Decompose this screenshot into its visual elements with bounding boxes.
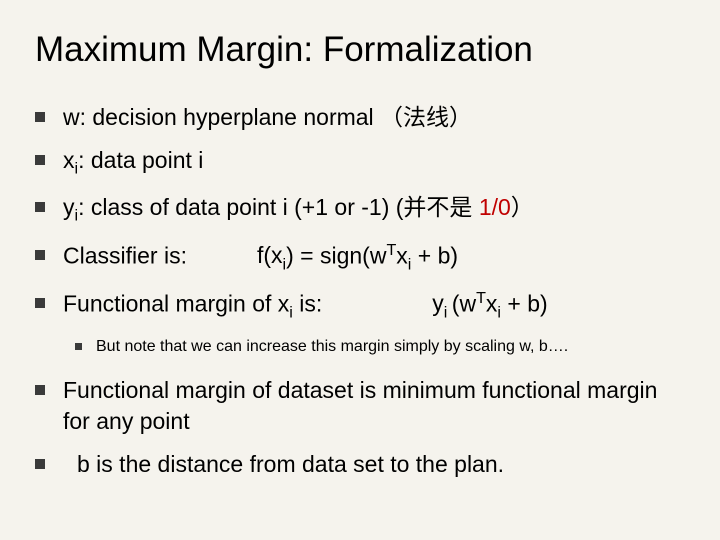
bullet-list: w: decision hyperplane normal （法线）xi: da… <box>35 102 690 480</box>
text-run: + b) <box>411 242 458 268</box>
sub-bullet-text: But note that we can increase this margi… <box>96 336 690 358</box>
bullet-item: w: decision hyperplane normal （法线） <box>35 102 690 133</box>
bullet-text: w: decision hyperplane normal （法线） <box>63 102 690 133</box>
square-bullet-icon <box>35 250 45 260</box>
text-run: T <box>386 241 396 259</box>
text-run: ） <box>511 194 534 220</box>
text-run: y <box>63 194 75 220</box>
text-run: i <box>444 303 452 321</box>
square-bullet-icon <box>35 155 45 165</box>
text-run: Classifier is: <box>63 242 187 268</box>
text-run: : data point i <box>78 147 203 173</box>
square-bullet-icon <box>35 298 45 308</box>
text-run: ) = sign(w <box>286 242 386 268</box>
bullet-item: xi: data point i <box>35 145 690 180</box>
text-run: w: decision hyperplane normal （法线） <box>63 104 472 130</box>
bullet-item: Functional margin of dataset is minimum … <box>35 375 690 437</box>
square-bullet-icon <box>75 343 82 350</box>
text-run: (w <box>452 290 476 316</box>
bullet-item: Functional margin of xi is:yi (wTxi + b) <box>35 288 690 324</box>
text-run: x <box>486 290 498 316</box>
bullet-item: yi: class of data point i (+1 or -1) (并不… <box>35 192 690 227</box>
bullet-item: Classifier is:f(xi) = sign(wTxi + b) <box>35 240 690 276</box>
square-bullet-icon <box>35 385 45 395</box>
text-run: x <box>63 147 75 173</box>
square-bullet-icon <box>35 202 45 212</box>
slide-title: Maximum Margin: Formalization <box>35 30 690 70</box>
text-run: y <box>432 288 444 319</box>
bullet-text: xi: data point i <box>63 145 690 180</box>
text-run: + b) <box>501 290 548 316</box>
bullet-text: b is the distance from data set to the p… <box>63 449 690 480</box>
bullet-text: yi: class of data point i (+1 or -1) (并不… <box>63 192 690 227</box>
square-bullet-icon <box>35 112 45 122</box>
text-run: is: <box>293 290 322 316</box>
text-run: T <box>476 289 486 307</box>
text-run: Functional margin of dataset is minimum … <box>63 377 657 434</box>
text-run: f(x <box>257 240 283 271</box>
text-run: Functional margin of x <box>63 290 289 316</box>
text-run: x <box>396 242 408 268</box>
text-run: : class of data point i (+1 or -1) (并不是 <box>78 194 479 220</box>
bullet-item: b is the distance from data set to the p… <box>35 449 690 480</box>
sub-bullet-item: But note that we can increase this margi… <box>75 336 690 358</box>
bullet-text: Classifier is:f(xi) = sign(wTxi + b) <box>63 240 690 276</box>
text-run: 1/0 <box>479 194 511 220</box>
text-run: b is the distance from data set to the p… <box>63 451 504 477</box>
bullet-text: Functional margin of dataset is minimum … <box>63 375 690 437</box>
square-bullet-icon <box>35 459 45 469</box>
bullet-text: Functional margin of xi is:yi (wTxi + b) <box>63 288 690 324</box>
